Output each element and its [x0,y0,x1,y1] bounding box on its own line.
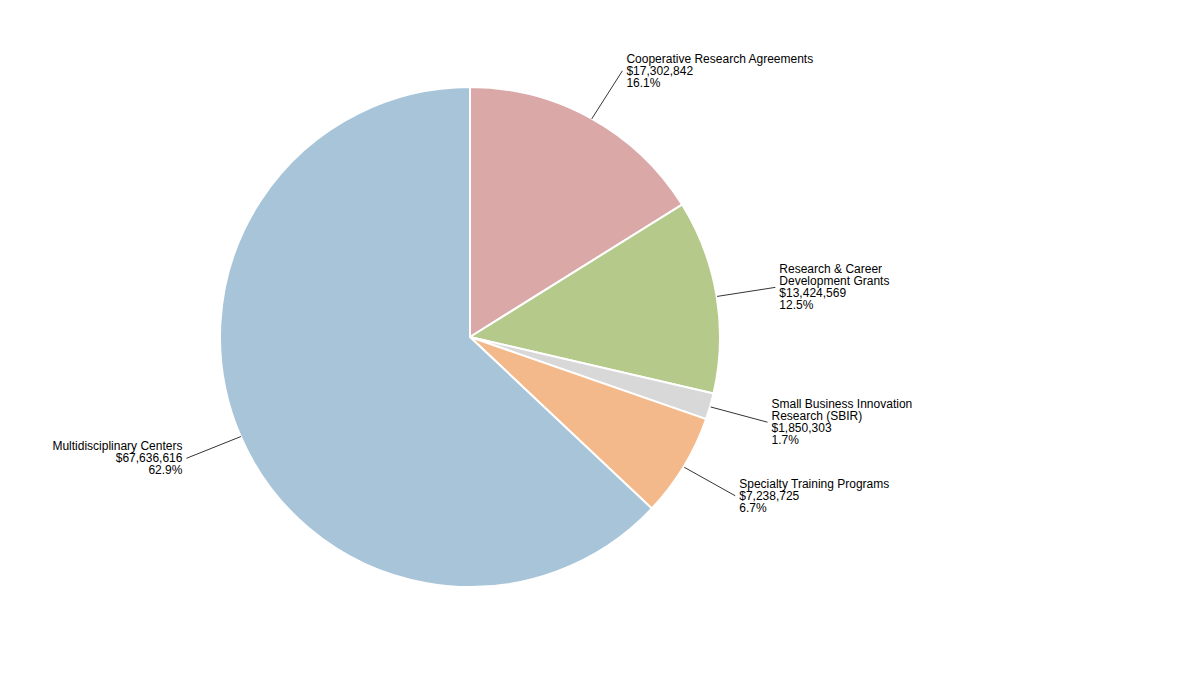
svg-text:Specialty Training Programs$7,: Specialty Training Programs$7,238,7256.7… [739,477,889,515]
svg-text:Cooperative Research Agreement: Cooperative Research Agreements$17,302,8… [626,52,813,90]
svg-text:Multidisciplinary Centers$67,6: Multidisciplinary Centers$67,636,61662.9… [52,439,182,477]
svg-text:Small Business InnovationResea: Small Business InnovationResearch (SBIR)… [771,397,912,447]
svg-text:Research & CareerDevelopment G: Research & CareerDevelopment Grants$13,4… [779,262,889,312]
